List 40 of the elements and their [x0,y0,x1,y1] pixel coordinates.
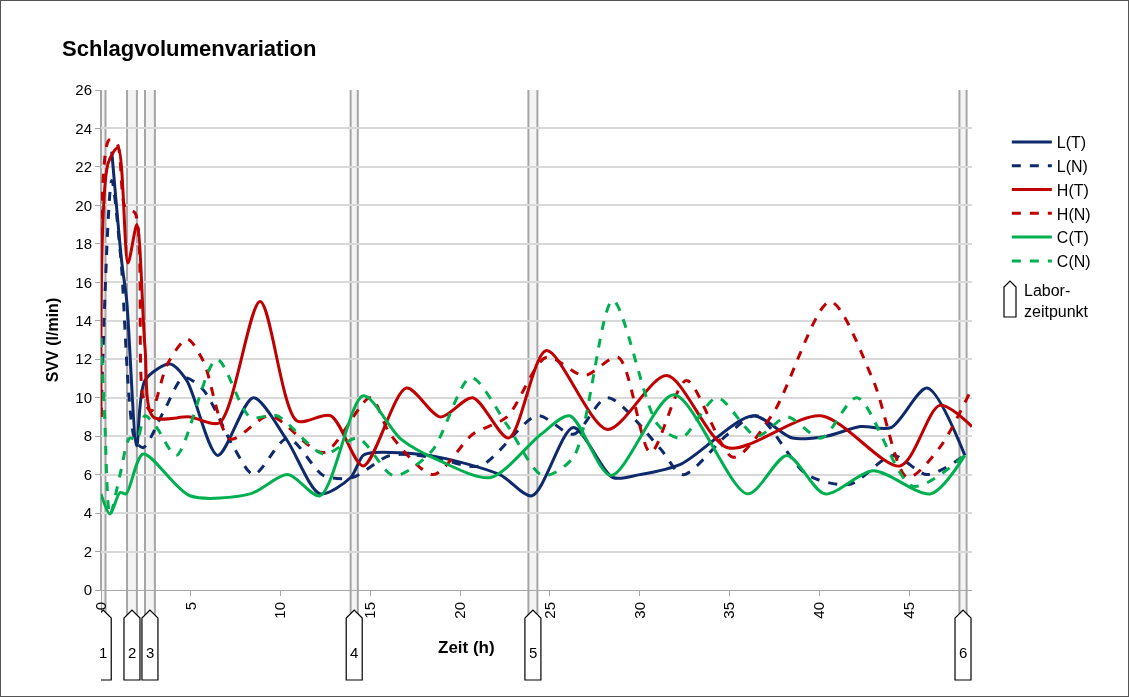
band-label: 4 [350,644,359,661]
x-tick-label: 35 [720,602,738,619]
y-tick-label: 6 [83,465,92,483]
legend-label: L(T) [1056,134,1087,152]
y-tick-label: 0 [83,581,92,599]
band-label: 1 [99,644,108,661]
legend-label: L(N) [1056,157,1088,175]
x-tick-label: 5 [181,602,199,611]
legend-label: C(N) [1056,253,1091,271]
y-tick-label: 12 [75,350,92,368]
band-label: 2 [128,644,137,661]
y-tick-label: 16 [75,273,92,291]
y-tick-label: 18 [75,235,92,253]
x-tick-label: 20 [451,602,469,619]
chart-title: Schlagvolumenvariation [62,36,317,62]
band-label: 6 [959,644,968,661]
y-tick-label: 2 [83,542,92,560]
x-axis-title: Zeit (h) [438,638,495,657]
legend-label: C(T) [1056,229,1089,247]
y-tick-label: 14 [75,312,92,330]
legend-label: H(T) [1056,181,1089,199]
band-label: 3 [146,644,155,661]
x-tick-label: 15 [361,602,379,619]
legend-label: H(N) [1056,205,1091,223]
x-tick-label: 30 [630,602,648,619]
x-tick-label: 45 [900,602,918,619]
x-tick-label: 0 [91,602,109,611]
y-tick-label: 20 [75,196,92,214]
y-tick-label: 8 [83,427,92,445]
y-tick-label: 24 [75,119,92,137]
y-tick-label: 4 [83,504,92,522]
y-tick-label: 10 [75,388,92,406]
x-tick-label: 10 [271,602,289,619]
y-axis-title: SVV (l/min) [44,297,62,383]
text: Labor- zeitpunkt [1024,282,1089,320]
y-tick-label: 26 [75,81,92,99]
x-tick-label: 40 [810,602,828,619]
x-tick-label: 25 [540,602,558,619]
y-tick-label: 22 [75,158,92,176]
band-label: 5 [529,644,538,661]
